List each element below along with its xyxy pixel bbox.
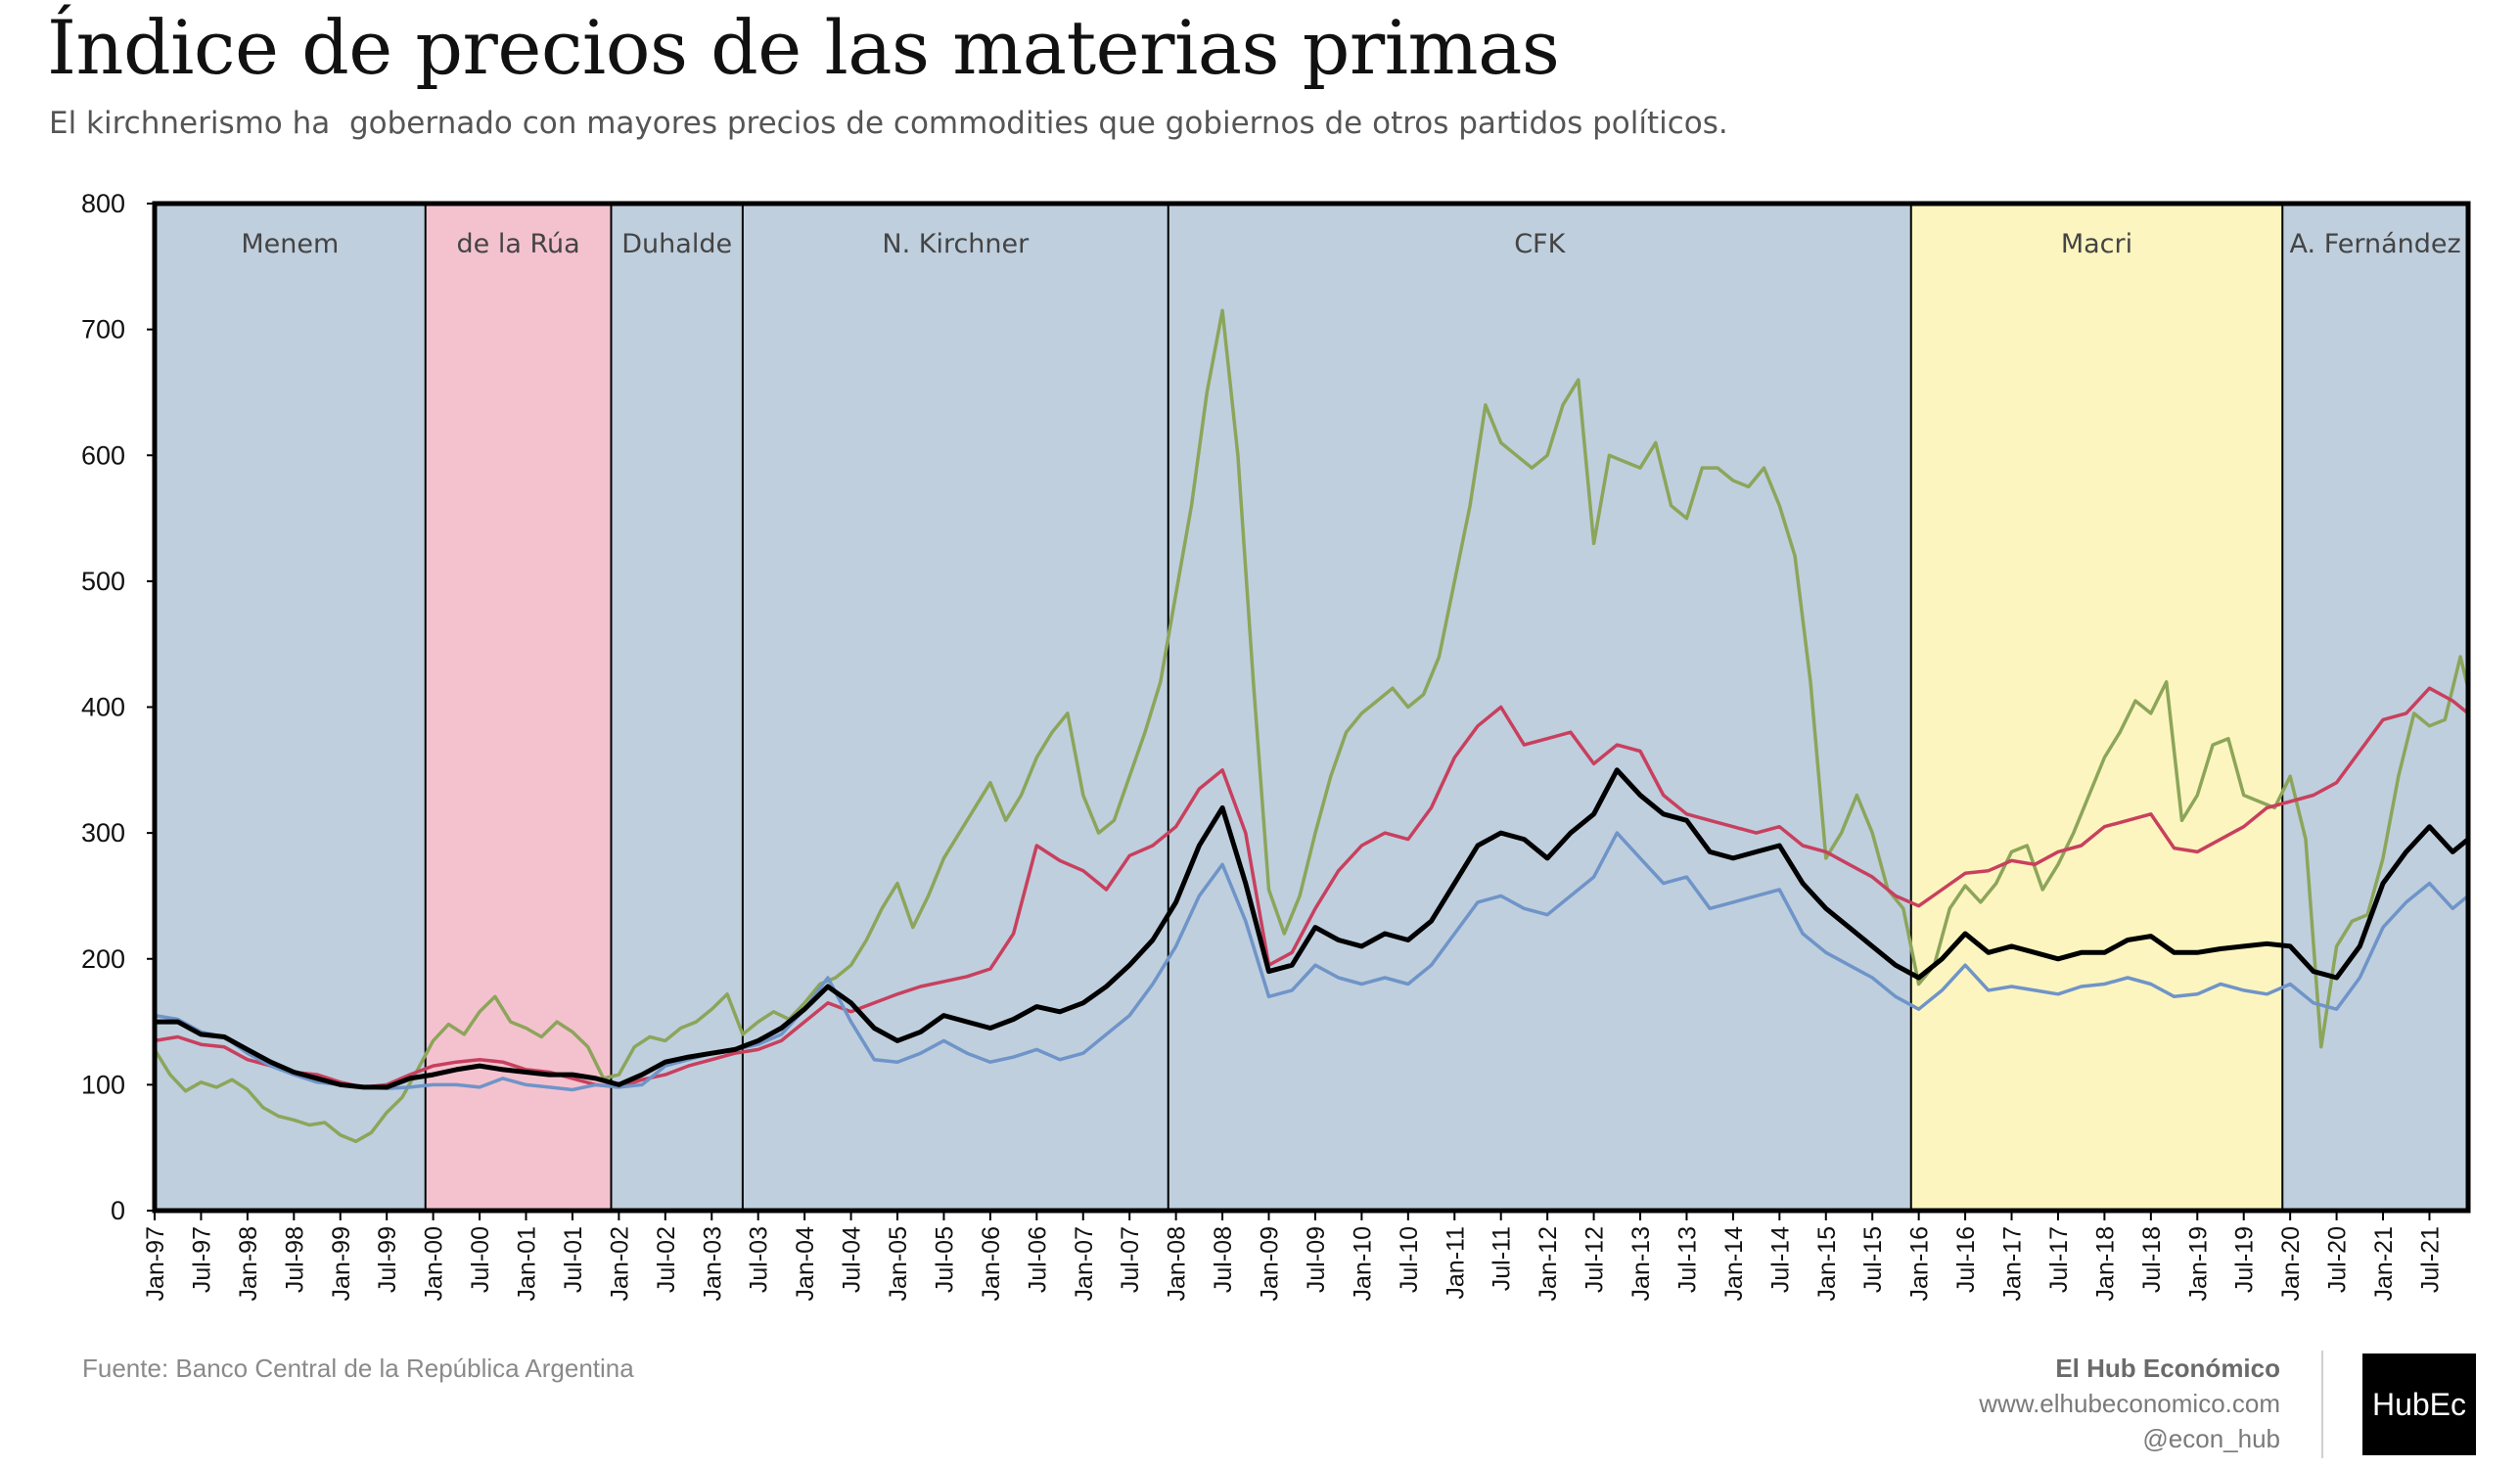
social-handle[interactable]: @econ_hub: [2142, 1424, 2280, 1453]
x-tick-label: Jan-10: [1349, 1226, 1376, 1301]
x-tick-label: Jul-04: [839, 1226, 866, 1293]
x-tick-label: Jan-01: [514, 1226, 541, 1301]
x-tick-label: Jul-00: [467, 1226, 494, 1293]
x-tick-label: Jul-06: [1024, 1226, 1051, 1293]
x-tick-label: Jan-21: [2370, 1226, 2398, 1301]
period-label: N. Kirchner: [882, 229, 1030, 259]
x-tick-label: Jul-12: [1581, 1226, 1609, 1293]
x-tick-label: Jan-12: [1535, 1226, 1562, 1301]
y-tick-label: 200: [81, 944, 125, 974]
x-tick-label: Jul-21: [2416, 1226, 2444, 1293]
x-tick-label: Jul-98: [281, 1226, 308, 1293]
y-tick-label: 600: [81, 440, 125, 470]
x-tick-label: Jan-00: [421, 1226, 448, 1301]
y-tick-label: 100: [81, 1070, 125, 1099]
x-tick-label: Jan-98: [235, 1226, 262, 1301]
period-band: [1910, 204, 2283, 1211]
x-tick-label: Jul-03: [746, 1226, 773, 1293]
x-tick-label: Jul-97: [188, 1226, 215, 1293]
x-tick-label: Jul-19: [2231, 1226, 2259, 1293]
x-tick-label: Jul-09: [1303, 1226, 1330, 1293]
x-tick-label: Jul-20: [2324, 1226, 2352, 1293]
series-line: [153, 831, 2470, 1092]
source-note: Fuente: Banco Central de la República Ar…: [82, 1353, 634, 1383]
x-tick-label: Jan-09: [1257, 1226, 1284, 1301]
x-tick-label: Jul-18: [2138, 1226, 2166, 1293]
series-line: [153, 308, 2470, 1144]
period-label: Macri: [2061, 229, 2132, 259]
x-tick-label: Jul-07: [1117, 1226, 1144, 1293]
x-tick-label: Jul-02: [653, 1226, 680, 1293]
x-axis: Jan-97 Jul-97 Jan-98 Jul-98 Jan-99 Jul-99 Jan-…: [142, 1211, 2444, 1301]
y-tick-label: 800: [81, 189, 125, 218]
y-tick-label: 500: [81, 567, 125, 596]
x-tick-label: Jul-16: [1952, 1226, 1980, 1293]
period-label: A. Fernández: [2290, 229, 2461, 259]
x-tick-label: Jan-19: [2184, 1226, 2212, 1301]
credits-divider: [2321, 1351, 2323, 1458]
x-tick-label: Jan-11: [1442, 1226, 1469, 1300]
x-tick-label: Jan-99: [328, 1226, 355, 1301]
x-tick-label: Jul-14: [1766, 1226, 1794, 1293]
y-tick-label: 700: [81, 315, 125, 344]
x-tick-label: Jan-14: [1720, 1226, 1748, 1302]
x-tick-label: Jan-06: [978, 1226, 1005, 1301]
x-tick-label: Jan-20: [2277, 1226, 2305, 1301]
period-band: [1168, 204, 1911, 1211]
period-band: [155, 204, 426, 1211]
price-series-lines: [152, 308, 2471, 1144]
hubec-logo: HubEc: [2362, 1353, 2476, 1455]
x-tick-label: Jan-08: [1164, 1226, 1191, 1301]
brand-name: El Hub Económico: [2055, 1353, 2280, 1383]
x-tick-label: Jan-16: [1906, 1226, 1934, 1301]
x-tick-label: Jan-15: [1813, 1226, 1841, 1301]
website-link[interactable]: www.elhubeconomico.com: [1979, 1389, 2280, 1418]
period-label: CFK: [1514, 229, 1566, 259]
y-axis: 0 100 200 300 400 500 600 700 800: [81, 189, 155, 1225]
y-tick-label: 400: [81, 693, 125, 722]
government-period-labels: Menem de la Rúa Duhalde N. Kirchner CFK Macri…: [241, 229, 2460, 259]
series-line: [153, 686, 2470, 1089]
period-band: [611, 204, 743, 1211]
period-label: Menem: [241, 229, 339, 259]
x-tick-label: Jul-08: [1210, 1226, 1237, 1293]
plot-frame: [152, 201, 2471, 1214]
x-tick-label: Jan-02: [606, 1226, 633, 1301]
x-tick-label: Jan-17: [1999, 1226, 2027, 1301]
x-tick-label: Jan-97: [142, 1226, 169, 1301]
x-tick-label: Jan-07: [1071, 1226, 1098, 1301]
government-period-bands: [155, 204, 2468, 1211]
x-tick-label: Jan-05: [885, 1226, 912, 1301]
period-band: [2282, 204, 2468, 1211]
x-tick-label: Jul-05: [931, 1226, 958, 1293]
chart-subtitle: El kirchnerismo ha gobernado con mayores…: [49, 106, 1728, 141]
y-tick-label: 300: [81, 818, 125, 848]
chart-title: Índice de precios de las materias primas: [47, 4, 1560, 91]
x-tick-label: Jul-10: [1396, 1226, 1423, 1293]
x-tick-label: Jul-13: [1673, 1226, 1701, 1293]
x-tick-label: Jul-01: [560, 1226, 587, 1293]
period-band: [425, 204, 612, 1211]
x-tick-label: Jul-15: [1859, 1226, 1887, 1293]
x-tick-label: Jan-13: [1627, 1226, 1655, 1301]
x-tick-label: Jul-17: [2045, 1226, 2073, 1293]
x-tick-label: Jul-11: [1489, 1226, 1516, 1291]
period-label: de la Rúa: [457, 229, 580, 259]
x-tick-label: Jan-04: [792, 1226, 819, 1302]
x-tick-label: Jan-03: [699, 1226, 726, 1301]
x-tick-label: Jan-18: [2091, 1226, 2119, 1301]
y-tick-label: 0: [111, 1196, 125, 1225]
credits-block: El Hub Económico www.elhubeconomico.com …: [1979, 1351, 2280, 1456]
period-label: Duhalde: [621, 229, 732, 259]
series-line: [152, 767, 2471, 1090]
x-tick-label: Jul-99: [374, 1226, 401, 1293]
period-band: [742, 204, 1168, 1211]
